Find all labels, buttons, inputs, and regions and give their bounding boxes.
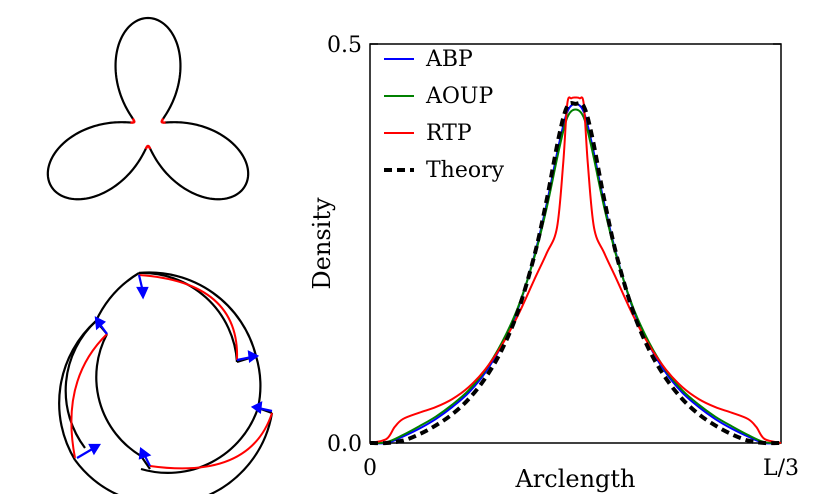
blue-arrow-5 [96, 318, 107, 334]
x-axis-label: Arclength [514, 465, 635, 493]
density-chart: 0.0 0.5 0 L/3 Arclength Density ABP AOUP… [308, 33, 799, 493]
series-line-abp [370, 104, 781, 444]
series-line-rtp [370, 97, 781, 443]
legend-label-rtp: RTP [426, 121, 472, 146]
trefoil-neck-highlight-0 [130, 119, 134, 123]
legend-label-aoup: AOUP [425, 84, 493, 109]
trefoil-outline [48, 18, 248, 199]
orbit-inner-arc-4 [66, 321, 96, 448]
y-tick-label-1: 0.5 [327, 33, 362, 58]
x-tick-label-1: L/3 [763, 456, 799, 481]
orbit-inner-arc-1 [139, 273, 237, 362]
trefoil-neck-highlight-1 [146, 146, 151, 149]
circular-orbit-diagram [59, 273, 272, 494]
red-path-2 [150, 413, 272, 468]
orbit-outer-arc-1 [139, 273, 256, 356]
orbit-inner-arc-3 [96, 334, 141, 456]
orbit-black-boundary [59, 273, 272, 494]
orbit-outer-arc-2 [256, 356, 260, 408]
trefoil-neck-highlight-2 [162, 119, 166, 123]
red-path-3 [71, 334, 107, 458]
blue-arrow-1 [138, 275, 147, 297]
y-axis-label: Density [308, 197, 336, 290]
series-line-theory [370, 103, 781, 443]
trefoil-neck-highlights [130, 119, 165, 149]
legend-label-theory: Theory [426, 158, 505, 183]
orbit-red-paths [71, 275, 272, 468]
orbit-inner-arc-2 [141, 408, 258, 473]
legend: ABP AOUP RTP Theory [384, 47, 505, 183]
trefoil-boundary-diagram [48, 18, 248, 199]
series-lines [370, 97, 781, 443]
legend-label-abp: ABP [425, 47, 473, 72]
y-tick-label-0: 0.0 [327, 432, 362, 457]
blue-arrow-6 [77, 445, 99, 458]
x-tick-label-0: 0 [363, 456, 377, 481]
orbit-outer-arc-5 [96, 273, 139, 321]
figure-canvas: 0.0 0.5 0 L/3 Arclength Density ABP AOUP… [0, 0, 823, 494]
